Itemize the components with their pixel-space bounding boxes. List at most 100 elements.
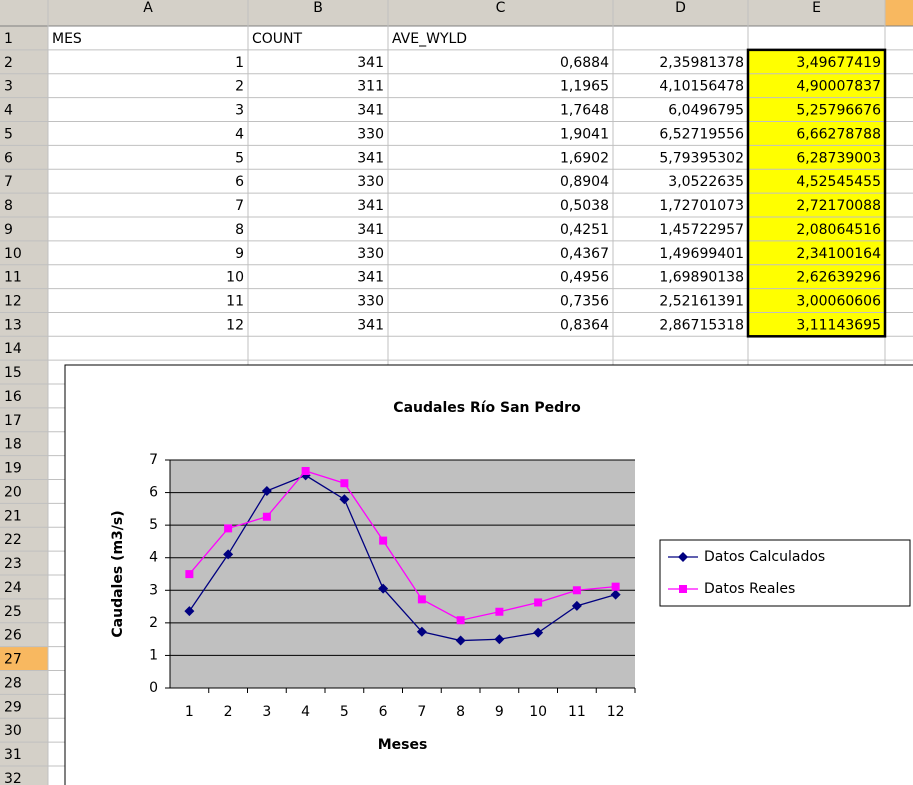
x-tick-label: 2 — [224, 704, 233, 720]
row-number: 29 — [4, 699, 22, 715]
column-letter: D — [675, 0, 686, 16]
row-number: 32 — [4, 771, 22, 785]
cell: 341 — [357, 270, 384, 286]
cell: 0,8364 — [560, 317, 609, 333]
cell: 341 — [357, 198, 384, 214]
row-number: 27 — [4, 652, 22, 668]
cell: 7 — [235, 198, 244, 214]
cell: 0,4956 — [560, 270, 609, 286]
highlight-cell — [748, 145, 885, 170]
row-number: 1 — [4, 31, 13, 47]
row-number: 17 — [4, 413, 22, 429]
row-number: 12 — [4, 294, 22, 310]
row-number: 13 — [4, 317, 22, 333]
x-axis-label: Meses — [378, 737, 428, 753]
row-number: 25 — [4, 604, 22, 620]
marker — [456, 616, 465, 625]
y-tick-label: 5 — [149, 517, 158, 533]
row-number: 31 — [4, 747, 22, 763]
y-tick-label: 0 — [149, 680, 158, 696]
marker — [416, 626, 427, 637]
marker — [455, 635, 466, 646]
marker — [339, 494, 350, 505]
marker — [495, 607, 504, 616]
cell: 1,49699401 — [659, 246, 744, 262]
cell: 0,6884 — [560, 55, 609, 71]
x-tick-label: 8 — [456, 704, 465, 720]
y-tick-label: 3 — [149, 582, 158, 598]
cell: 1,9041 — [560, 126, 609, 142]
marker — [417, 595, 426, 604]
x-tick-label: 10 — [529, 704, 547, 720]
cell: 11 — [226, 294, 244, 310]
cell: 0,7356 — [560, 294, 609, 310]
x-tick-label: 3 — [262, 704, 271, 720]
header-cell: MES — [52, 31, 82, 47]
highlight-cell — [748, 97, 885, 122]
selection-border — [746, 48, 887, 338]
row-number: 15 — [4, 365, 22, 381]
column-letter: A — [143, 0, 153, 16]
row-number: 19 — [4, 461, 22, 477]
cell: 1,1965 — [560, 79, 609, 95]
row-number: 4 — [4, 103, 13, 119]
cell: 2 — [235, 79, 244, 95]
marker — [262, 512, 271, 521]
row-number: 10 — [4, 246, 22, 262]
cell: 330 — [357, 246, 384, 262]
marker — [184, 606, 195, 617]
cell: 3,11143695 — [796, 317, 881, 333]
marker — [340, 479, 349, 488]
cell: 3,00060606 — [796, 294, 881, 310]
row-number: 16 — [4, 389, 22, 405]
row-number: 3 — [4, 79, 13, 95]
cell: 0,5038 — [560, 198, 609, 214]
column-letter: E — [812, 0, 821, 16]
column-header-bar — [0, 0, 913, 26]
x-tick-label: 9 — [495, 704, 504, 720]
cell: 9 — [235, 246, 244, 262]
row-number: 20 — [4, 484, 22, 500]
header-cell: AVE_WYLD — [392, 31, 467, 47]
selected-column-header — [885, 0, 913, 26]
cell: 2,62639296 — [796, 270, 881, 286]
x-tick-label: 6 — [379, 704, 388, 720]
x-tick-label: 1 — [185, 704, 194, 720]
cell: 341 — [357, 55, 384, 71]
chart-title: Caudales Río San Pedro — [393, 400, 581, 416]
row-number: 28 — [4, 675, 22, 691]
cell: 2,34100164 — [796, 246, 881, 262]
cell: 1 — [235, 55, 244, 71]
header-cell: COUNT — [252, 31, 303, 47]
cell: 1,7648 — [560, 103, 609, 119]
row-number: 6 — [4, 150, 13, 166]
highlight-cell — [748, 288, 885, 313]
x-tick-label: 4 — [301, 704, 310, 720]
plot-area — [170, 460, 635, 688]
y-tick-label: 6 — [149, 485, 158, 501]
column-letter: C — [496, 0, 506, 16]
cell: 8 — [235, 222, 244, 238]
marker — [494, 634, 505, 645]
cell: 0,4251 — [560, 222, 609, 238]
x-tick-label: 7 — [417, 704, 426, 720]
marker — [571, 600, 582, 611]
cell: 2,52161391 — [659, 294, 744, 310]
cell: 330 — [357, 174, 384, 190]
row-number: 5 — [4, 126, 13, 142]
cell: 6,28739003 — [796, 150, 881, 166]
highlight-cell — [748, 73, 885, 98]
cell: 3,49677419 — [796, 55, 881, 71]
row-number: 30 — [4, 723, 22, 739]
cell: 330 — [357, 294, 384, 310]
cell: 4,90007837 — [796, 79, 881, 95]
row-number: 22 — [4, 532, 22, 548]
cell: 1,45722957 — [659, 222, 744, 238]
row-number: 24 — [4, 580, 22, 596]
legend-box — [659, 539, 911, 607]
y-tick-label: 4 — [149, 550, 158, 566]
cell: 311 — [357, 79, 384, 95]
cell: 4,52545455 — [796, 174, 881, 190]
marker — [379, 536, 388, 545]
cell: 5,79395302 — [659, 150, 744, 166]
